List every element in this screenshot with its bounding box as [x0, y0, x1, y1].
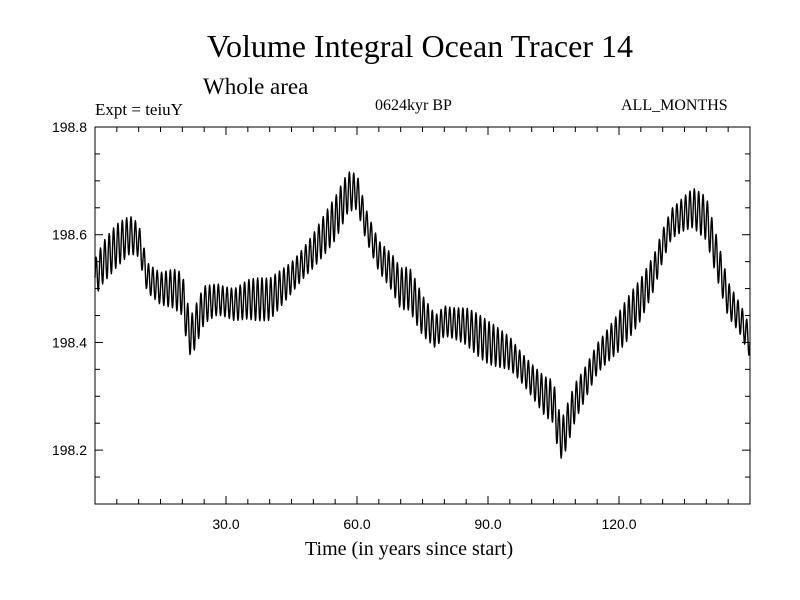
months-label: ALL_MONTHS: [621, 97, 728, 114]
x-tick-label: 30.0: [212, 516, 239, 532]
chart-subtitle: Whole area: [203, 74, 309, 99]
period-label: 0624kyr BP: [375, 97, 452, 114]
x-axis-title: Time (in years since start): [305, 538, 514, 560]
series-line: [94, 171, 751, 459]
y-tick-label: 198.4: [52, 334, 87, 350]
x-axis: 30.0 60.0 90.0 120.0: [116, 127, 729, 532]
y-tick-label: 198.6: [52, 227, 87, 243]
chart-title: Volume Integral Ocean Tracer 14: [207, 28, 633, 64]
x-tick-label: 90.0: [474, 516, 501, 532]
x-tick-label: 120.0: [601, 516, 636, 532]
y-axis: 198.2 198.4 198.6 198.8: [52, 119, 750, 505]
y-tick-label: 198.2: [52, 442, 87, 458]
x-tick-label: 60.0: [343, 516, 370, 532]
experiment-label: Expt = teiuY: [95, 100, 183, 119]
y-tick-label: 198.8: [52, 119, 87, 135]
